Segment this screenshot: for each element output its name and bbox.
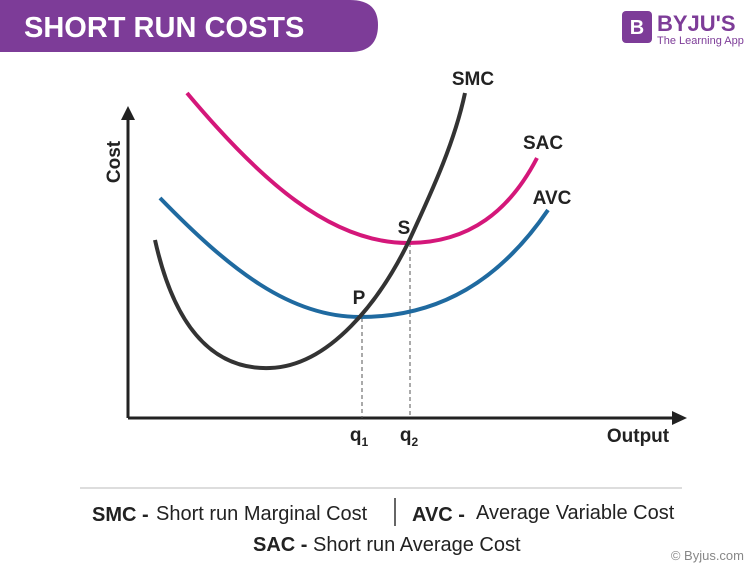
logo-letter: B <box>630 17 644 39</box>
q-base: q <box>400 425 412 446</box>
point-label: P <box>353 288 366 309</box>
logo-name: BYJU'S <box>657 11 736 36</box>
y-axis-label: Cost <box>104 140 125 183</box>
y-arrow <box>121 106 135 120</box>
q-sub: 1 <box>361 435 368 449</box>
q-base: q <box>350 425 362 446</box>
logo-tagline: The Learning App <box>657 35 744 47</box>
copyright: © Byjus.com <box>671 548 744 563</box>
legend-abbr: AVC - <box>412 504 465 526</box>
title-banner <box>0 0 378 52</box>
legend-description: Short run Marginal Cost <box>156 503 368 525</box>
curve-label: SMC <box>452 69 495 90</box>
sac-curve <box>185 91 539 246</box>
title: SHORT RUN COSTS <box>24 12 304 44</box>
q-sub: 2 <box>411 435 418 449</box>
smc-curve <box>153 92 467 371</box>
legend-abbr: SMC - <box>92 504 149 526</box>
quantity-label: q1 <box>350 425 369 449</box>
legend-description: Average Variable Cost <box>476 502 675 524</box>
legend-description: Short run Average Cost <box>313 534 521 556</box>
curve-label: AVC <box>533 188 572 209</box>
point-label: S <box>398 218 411 239</box>
x-arrow <box>672 411 687 425</box>
quantity-label: q2 <box>400 425 419 449</box>
curve-label: SAC <box>523 133 563 154</box>
logo-icon <box>622 11 652 43</box>
legend-abbr: SAC - <box>253 534 307 556</box>
x-axis-label: Output <box>607 426 670 447</box>
